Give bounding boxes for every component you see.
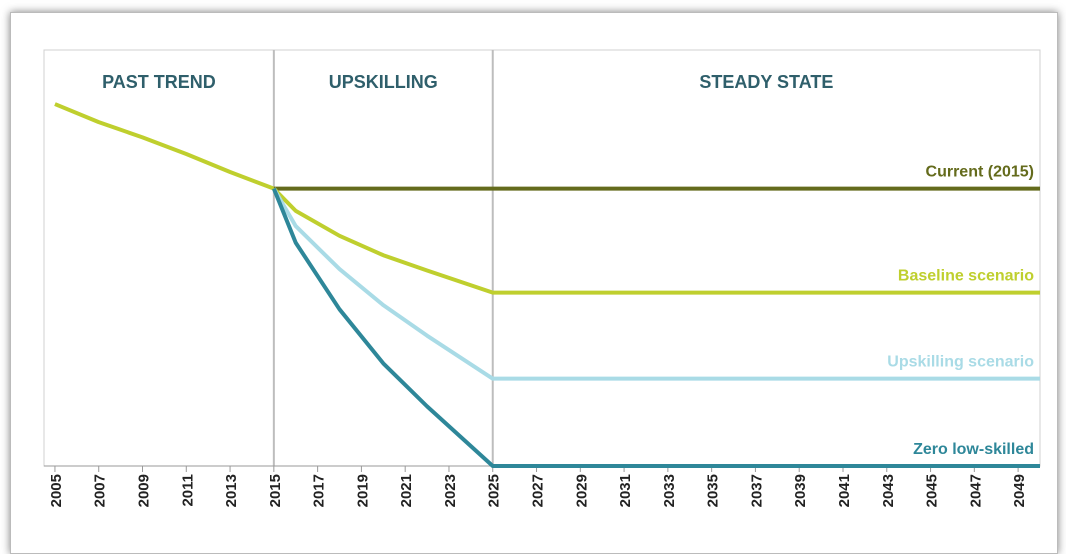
- line: [272, 187, 1040, 295]
- x-tick-label: 2039: [792, 474, 809, 507]
- x-tick-label: 2043: [880, 474, 897, 507]
- x-tick-label: 2005: [48, 474, 65, 507]
- line: [271, 187, 1040, 468]
- x-tick-label: 2049: [1011, 474, 1028, 507]
- x-tick-label: 2041: [836, 474, 853, 507]
- panel: [10, 12, 1058, 554]
- x-tick-label: 2045: [924, 474, 941, 507]
- x-tick-label: 2023: [442, 474, 459, 507]
- x-tick-label: 2013: [223, 474, 240, 507]
- x-tick-label: 2033: [661, 474, 678, 507]
- x-tick-label: 2007: [92, 474, 109, 507]
- x-tick-label: 2011: [179, 474, 196, 507]
- series-label: Current (2015): [926, 164, 1034, 181]
- x-tick-label: 2031: [617, 474, 634, 507]
- x-tick-label: 2015: [267, 474, 284, 507]
- section-label: STEADY STATE: [699, 72, 833, 92]
- plot-border: [43, 49, 1041, 467]
- series-label: Zero low-skilled: [913, 441, 1034, 458]
- series-label: Baseline scenario: [898, 268, 1034, 285]
- line: [54, 102, 275, 191]
- x-tick-label: 2017: [311, 474, 328, 507]
- x-tick-label: 2027: [530, 474, 547, 507]
- x-tick-label: 2029: [573, 474, 590, 507]
- x-tick-label: 2009: [136, 474, 153, 507]
- series-label: Upskilling scenario: [887, 354, 1034, 371]
- x-tick-label: 2037: [748, 474, 765, 507]
- x-tick-label: 2047: [967, 474, 984, 507]
- x-tick-label: 2035: [705, 474, 722, 507]
- line: [272, 187, 1040, 381]
- section-label: PAST TREND: [102, 72, 216, 92]
- x-tick-label: 2021: [398, 474, 415, 507]
- section-label: UPSKILLING: [329, 72, 438, 92]
- x-tick-label: 2019: [354, 474, 371, 507]
- x-tick-label: 2025: [486, 474, 503, 507]
